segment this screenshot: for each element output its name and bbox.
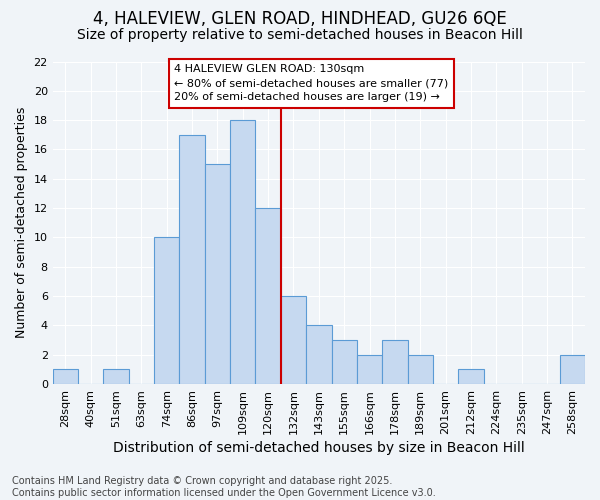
X-axis label: Distribution of semi-detached houses by size in Beacon Hill: Distribution of semi-detached houses by … <box>113 441 525 455</box>
Bar <box>256 208 281 384</box>
Y-axis label: Number of semi-detached properties: Number of semi-detached properties <box>15 107 28 338</box>
Text: 4, HALEVIEW, GLEN ROAD, HINDHEAD, GU26 6QE: 4, HALEVIEW, GLEN ROAD, HINDHEAD, GU26 6… <box>93 10 507 28</box>
Text: Size of property relative to semi-detached houses in Beacon Hill: Size of property relative to semi-detach… <box>77 28 523 42</box>
Bar <box>382 340 407 384</box>
Bar <box>357 354 382 384</box>
Bar <box>154 238 179 384</box>
Bar <box>560 354 585 384</box>
Text: Contains HM Land Registry data © Crown copyright and database right 2025.
Contai: Contains HM Land Registry data © Crown c… <box>12 476 436 498</box>
Text: 4 HALEVIEW GLEN ROAD: 130sqm
← 80% of semi-detached houses are smaller (77)
20% : 4 HALEVIEW GLEN ROAD: 130sqm ← 80% of se… <box>175 64 449 102</box>
Bar <box>53 370 78 384</box>
Bar <box>332 340 357 384</box>
Bar <box>205 164 230 384</box>
Bar <box>458 370 484 384</box>
Bar <box>306 326 332 384</box>
Bar <box>281 296 306 384</box>
Bar <box>407 354 433 384</box>
Bar <box>230 120 256 384</box>
Bar <box>103 370 129 384</box>
Bar <box>179 135 205 384</box>
